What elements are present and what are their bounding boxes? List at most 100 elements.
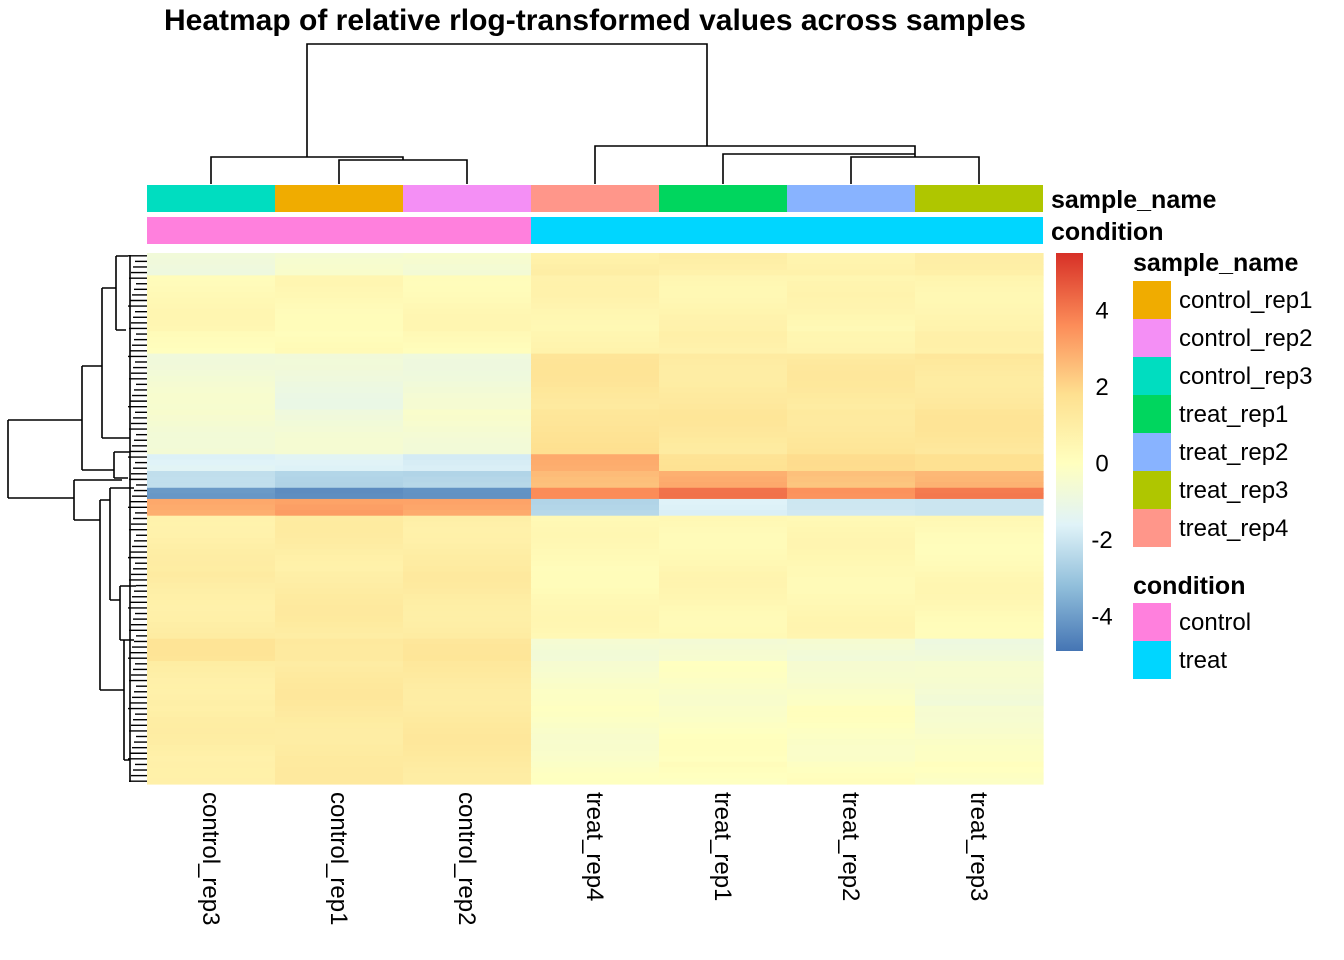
heatmap-cell [787, 280, 916, 288]
heatmap-cell [275, 370, 404, 377]
heatmap-cell [915, 649, 1044, 657]
heatmap-cell [403, 392, 532, 399]
heatmap-cell [147, 739, 276, 746]
heatmap-cell [659, 560, 788, 567]
heatmap-cell [531, 353, 660, 360]
heatmap-cell [659, 297, 788, 304]
heatmap-cell [147, 649, 276, 657]
heatmap-cell [787, 644, 916, 651]
heatmap-cell [787, 526, 916, 534]
heatmap-cell [147, 722, 276, 729]
heatmap-cell [147, 415, 276, 422]
heatmap-cell [659, 515, 788, 522]
heatmap-cell [531, 554, 660, 562]
legend-item-label: treat_rep2 [1179, 439, 1288, 466]
heatmap-cell [531, 728, 660, 735]
heatmap-cell [403, 633, 532, 640]
heatmap-cell [531, 683, 660, 690]
heatmap-cell [787, 409, 916, 416]
heatmap-cell [275, 543, 404, 550]
heatmap-cell [403, 621, 532, 629]
heatmap-cell [147, 403, 276, 411]
heatmap-cell [531, 666, 660, 673]
sample-name-annotation-bar [147, 185, 1043, 212]
heatmap-cell [787, 459, 916, 466]
heatmap-cell [275, 677, 404, 684]
heatmap-cell [787, 443, 916, 450]
heatmap-cell [403, 616, 532, 623]
heatmap-cell [659, 711, 788, 718]
heatmap-cell [403, 638, 532, 645]
heatmap-cell [787, 498, 916, 506]
heatmap-cell [531, 415, 660, 422]
heatmap-cell [147, 448, 276, 455]
heatmap-cell [403, 409, 532, 416]
heatmap-cell [787, 392, 916, 399]
heatmap-cell [787, 297, 916, 304]
heatmap-cell [403, 359, 532, 366]
condition-annotation-cell [275, 217, 403, 244]
heatmap-cell [147, 264, 276, 271]
heatmap-cell [915, 420, 1044, 427]
heatmap-cell [531, 515, 660, 522]
heatmap-cell [531, 627, 660, 634]
heatmap-cell [531, 638, 660, 645]
heatmap-cell [147, 409, 276, 416]
heatmap-cell [147, 549, 276, 556]
heatmap-cell [147, 599, 276, 606]
heatmap-cell [275, 292, 404, 299]
heatmap-cell [147, 577, 276, 584]
heatmap-cell [787, 683, 916, 690]
heatmap-cell [787, 303, 916, 310]
heatmap-cell [659, 253, 788, 260]
heatmap-cell [531, 342, 660, 349]
heatmap-cell [659, 554, 788, 562]
heatmap-cell [403, 532, 532, 539]
condition-annotation-cell [147, 217, 275, 244]
heatmap-cell [403, 470, 532, 478]
heatmap-cell [275, 571, 404, 578]
heatmap-cell [147, 688, 276, 696]
heatmap-cell [403, 549, 532, 556]
heatmap-cell [403, 420, 532, 427]
heatmap-cell [787, 253, 916, 260]
heatmap-cell [403, 297, 532, 304]
heatmap-cell [659, 716, 788, 724]
heatmap-cell [403, 728, 532, 735]
heatmap-cell [147, 364, 276, 371]
column-label: control_rep3 [197, 792, 224, 925]
heatmap-cell [403, 722, 532, 729]
heatmap-cell [915, 398, 1044, 405]
heatmap-cell [403, 560, 532, 567]
heatmap-cell [531, 387, 660, 394]
heatmap-cell [531, 549, 660, 556]
heatmap-cell [531, 661, 660, 668]
legend-item-label: control_rep2 [1179, 325, 1312, 352]
heatmap-cell [659, 621, 788, 629]
column-label: control_rep2 [453, 792, 480, 925]
heatmap-cell [403, 275, 532, 282]
heatmap-cell [787, 582, 916, 589]
heatmap-cell [275, 756, 404, 763]
heatmap-cell [915, 538, 1044, 545]
heatmap-cell [915, 264, 1044, 271]
heatmap-cell [275, 269, 404, 276]
heatmap-cell [787, 593, 916, 601]
heatmap-cell [915, 487, 1044, 494]
column-label: treat_rep1 [709, 792, 736, 901]
heatmap-cell [531, 582, 660, 589]
heatmap-cell [275, 767, 404, 774]
heatmap-cell [147, 325, 276, 332]
heatmap-cell [403, 348, 532, 355]
heatmap-cell [147, 644, 276, 651]
heatmap-cell [531, 437, 660, 444]
heatmap-cell [787, 292, 916, 299]
heatmap-cell [659, 722, 788, 729]
heatmap-cell [915, 286, 1044, 293]
heatmap-cell [147, 308, 276, 316]
heatmap-cell [531, 443, 660, 450]
heatmap-cell [787, 487, 916, 494]
heatmap-cell [147, 437, 276, 444]
colorbar-tick-label: 2 [1095, 374, 1108, 401]
heatmap-cell [147, 459, 276, 466]
